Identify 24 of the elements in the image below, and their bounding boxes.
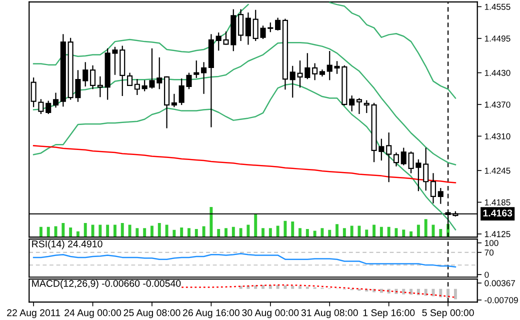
- y-tick-label: 1.4370: [484, 102, 510, 108]
- x-tick-label: 22 Aug 2011: [7, 309, 60, 318]
- y-tick-label: -0.00709: [484, 297, 518, 304]
- y-tick-label: 70: [484, 249, 494, 256]
- x-tick-label: 5 Sep 00:00: [422, 309, 474, 318]
- x-tick-label: 30 Aug 00:00: [242, 309, 299, 318]
- x-tick-label: 31 Aug 08:00: [301, 309, 358, 318]
- y-tick-label: 1.4430: [484, 70, 510, 76]
- y-tick-label: 1.4555: [484, 4, 510, 10]
- y-tick-label: 1.4125: [484, 231, 510, 238]
- chart-title: MACD(12,26,9) -0.00660 -0.00540: [32, 280, 181, 289]
- x-tick-label: 1 Sep 16:00: [363, 309, 415, 318]
- chart-title: RSI(14) 24.4910: [32, 240, 102, 250]
- y-tick-label: 0: [484, 272, 489, 278]
- x-tick-label: 25 Aug 08:00: [124, 309, 180, 318]
- y-tick-label: 100: [484, 240, 498, 246]
- x-tick-label: 24 Aug 00:00: [64, 309, 122, 318]
- y-tick-label: 1.4245: [484, 168, 510, 174]
- y-tick-label: 0.00367: [484, 280, 515, 286]
- y-tick-label: 1.4185: [484, 199, 510, 206]
- x-tick-label: 26 Aug 16:00: [183, 309, 240, 318]
- y-tick-label: 1.4310: [484, 133, 510, 140]
- y-tick-label: 1.4495: [484, 35, 510, 42]
- ref-line-label: 1.4163: [483, 210, 512, 216]
